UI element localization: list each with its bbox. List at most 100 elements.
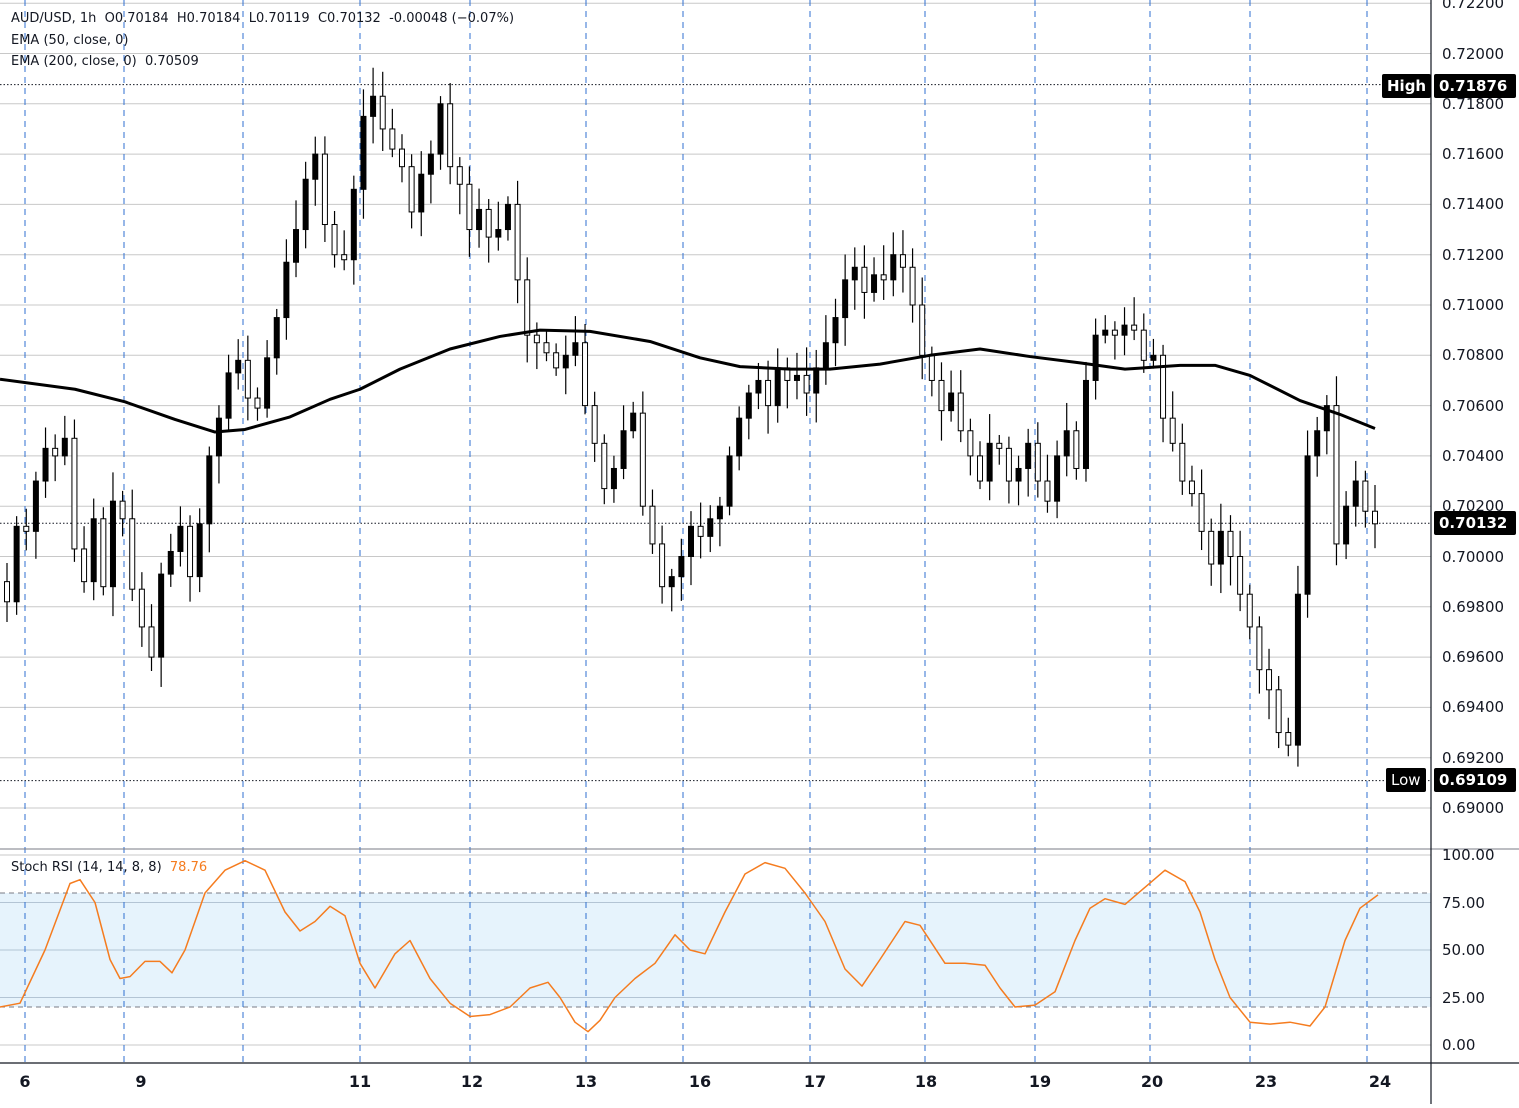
time-axis-label: 18 (914, 1072, 938, 1091)
candle-body (938, 379, 945, 412)
candle-body (736, 417, 743, 457)
candle-body (177, 525, 184, 552)
candle-body (138, 588, 145, 628)
candle-body (187, 525, 194, 578)
time-axis-label: 19 (1028, 1072, 1052, 1091)
candle-body (967, 430, 974, 457)
time-axis-label: 11 (348, 1072, 372, 1091)
candle-body (996, 442, 1003, 449)
candle-body (360, 115, 367, 190)
price-axis-label: 0.69800 (1442, 597, 1505, 616)
candle-body (659, 543, 666, 588)
candle-body (119, 500, 126, 520)
price-axis-label: 0.70600 (1442, 396, 1505, 415)
candle-body (504, 203, 511, 231)
candle-body (707, 518, 714, 537)
candle-body (456, 166, 463, 185)
candle-body (1227, 530, 1234, 557)
candle-body (90, 518, 97, 583)
price-axis-label: 0.69000 (1442, 799, 1505, 817)
candle-body (13, 525, 20, 603)
candle-body (745, 392, 752, 419)
candle-body (331, 224, 338, 256)
candle-body (591, 405, 598, 444)
price-axis-label: 0.69400 (1442, 698, 1505, 717)
candle-body (899, 254, 906, 268)
candle-body (81, 548, 88, 583)
candle-body (244, 359, 251, 399)
ema50-legend[interactable]: EMA (50, close, 0) (11, 31, 128, 51)
candle-body (1121, 324, 1128, 336)
candle-body (928, 354, 935, 381)
stoch-rsi-line[interactable] (0, 859, 1379, 1033)
rsi-axis-label: 100.00 (1442, 846, 1495, 864)
candle-body (466, 183, 473, 231)
candle-body (167, 550, 174, 575)
ema200-label: EMA (200, close, 0) (11, 54, 137, 69)
ema50-label: EMA (50, close, 0) (11, 33, 129, 48)
candle-body (842, 279, 849, 319)
candle-body (379, 95, 386, 130)
candle-body (562, 354, 569, 369)
candle-body (765, 379, 772, 407)
candle-body (755, 379, 762, 394)
candle-body (312, 153, 319, 180)
candle-body (148, 626, 155, 658)
low-value: L0.70119 (248, 11, 310, 26)
price-axis-label: 0.71600 (1442, 145, 1505, 164)
low-tag: Low (1386, 768, 1426, 792)
ema200-legend[interactable]: EMA (200, close, 0) 0.70509 (11, 52, 199, 72)
candle-body (986, 442, 993, 482)
symbol-label: AUD/USD, 1h (11, 11, 97, 26)
candle-body (610, 467, 617, 490)
ema200-line[interactable] (0, 328, 1376, 434)
candle-body (1246, 593, 1253, 628)
candle-body (109, 500, 116, 588)
candle-body (302, 178, 309, 231)
stoch-rsi-label: Stoch RSI (14, 14, 8, 8) (11, 860, 162, 875)
candle-body (668, 576, 675, 588)
candle-body (254, 397, 261, 409)
candle-body (61, 437, 68, 457)
high-price-tag: 0.71876 (1434, 74, 1516, 98)
candle-body (649, 505, 656, 545)
candle-body (1208, 530, 1215, 565)
price-axis-label: 0.71400 (1442, 195, 1505, 214)
candle-body (1323, 405, 1330, 432)
candle-body (1285, 732, 1292, 746)
price-axis-label: 0.72000 (1442, 44, 1505, 63)
candle-body (861, 266, 868, 293)
candle-body (524, 279, 531, 336)
symbol-ohlc-legend: AUD/USD, 1h O0.70184 H0.70184 L0.70119 C… (11, 9, 514, 29)
price-axis-label: 0.70000 (1442, 547, 1505, 566)
rsi-axis-label: 50.00 (1442, 941, 1485, 959)
candle-body (678, 556, 685, 578)
candle-body (1044, 480, 1051, 502)
candle-body (264, 357, 271, 409)
candle-body (71, 437, 78, 550)
candle-body (1275, 689, 1282, 734)
candle-body (948, 392, 955, 412)
stoch-rsi-value: 78.76 (169, 860, 208, 875)
price-axis-label: 0.72200 (1442, 0, 1505, 13)
time-axis-label: 13 (574, 1072, 598, 1091)
candle-body (1082, 379, 1089, 469)
time-axis-label: 6 (19, 1072, 31, 1091)
candle-body (1102, 329, 1109, 336)
rsi-axis-label: 0.00 (1442, 1036, 1476, 1054)
candle-body (235, 359, 242, 374)
candle-body (774, 367, 781, 407)
candle-body (553, 352, 560, 369)
price-axis-label: 0.70800 (1442, 346, 1505, 365)
close-value: C0.70132 (317, 11, 381, 26)
time-axis-label: 24 (1368, 1072, 1392, 1091)
candle-body (1304, 455, 1311, 595)
candle-body (495, 229, 502, 238)
candle-body (225, 372, 232, 419)
stoch-rsi-legend[interactable]: Stoch RSI (14, 14, 8, 8) 78.76 (11, 860, 207, 875)
candle-body (52, 447, 59, 457)
candle-body (418, 173, 425, 213)
candle-body (1005, 447, 1012, 482)
